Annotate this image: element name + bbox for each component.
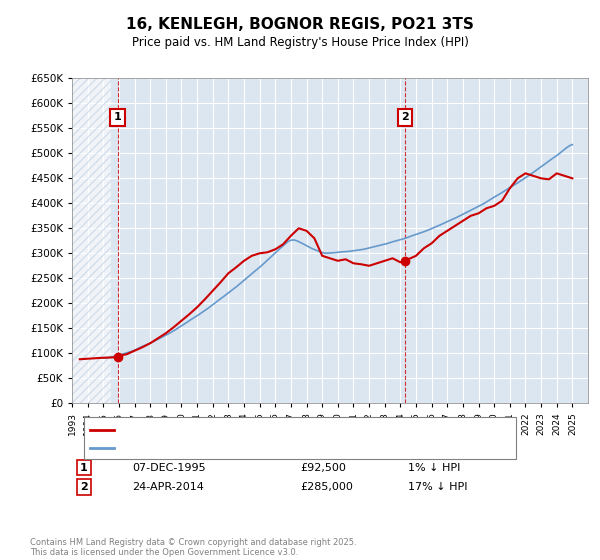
Bar — [72, 78, 111, 403]
Text: 2: 2 — [80, 482, 88, 492]
Text: Contains HM Land Registry data © Crown copyright and database right 2025.
This d: Contains HM Land Registry data © Crown c… — [30, 538, 356, 557]
Text: 07-DEC-1995: 07-DEC-1995 — [132, 463, 206, 473]
Text: 24-APR-2014: 24-APR-2014 — [132, 482, 204, 492]
Text: 16, KENLEGH, BOGNOR REGIS, PO21 3TS (detached house): 16, KENLEGH, BOGNOR REGIS, PO21 3TS (det… — [117, 424, 426, 435]
Text: HPI: Average price, detached house, Arun: HPI: Average price, detached house, Arun — [117, 443, 335, 453]
Text: 1: 1 — [114, 113, 122, 123]
Text: 1: 1 — [80, 463, 88, 473]
Text: £285,000: £285,000 — [300, 482, 353, 492]
Text: 2: 2 — [401, 113, 409, 123]
Text: 17% ↓ HPI: 17% ↓ HPI — [408, 482, 467, 492]
Text: £92,500: £92,500 — [300, 463, 346, 473]
Text: 1% ↓ HPI: 1% ↓ HPI — [408, 463, 460, 473]
Text: Price paid vs. HM Land Registry's House Price Index (HPI): Price paid vs. HM Land Registry's House … — [131, 36, 469, 49]
Text: 16, KENLEGH, BOGNOR REGIS, PO21 3TS: 16, KENLEGH, BOGNOR REGIS, PO21 3TS — [126, 17, 474, 32]
